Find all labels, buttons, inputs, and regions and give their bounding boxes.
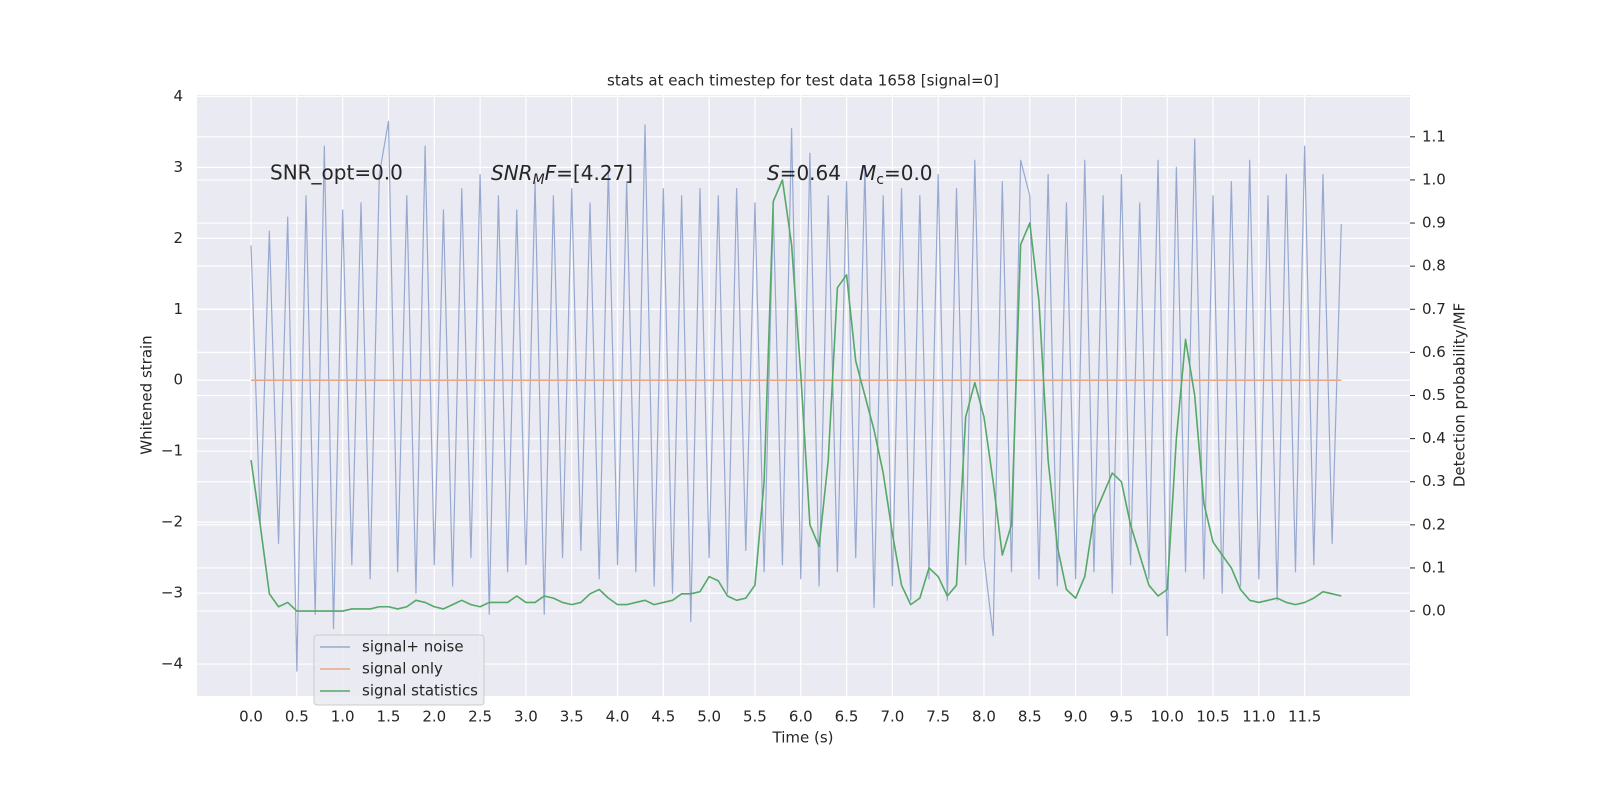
annotation-part: S [767, 161, 780, 185]
annotation-part: M [859, 161, 876, 185]
legend-label: signal statistics [362, 682, 478, 700]
annotation: Mc=0.0 [859, 161, 933, 189]
y2-tick-label: 1.1 [1422, 127, 1446, 145]
x-tick-label: 2.0 [422, 708, 446, 726]
y2-tick-label: 0.8 [1422, 257, 1446, 275]
y-tick-label: −3 [161, 584, 183, 602]
y-tick-label: 1 [173, 300, 183, 318]
y2-tick-label: 0.0 [1422, 602, 1446, 620]
x-tick-label: 0.5 [285, 708, 309, 726]
x-tick-label: 0.0 [239, 708, 263, 726]
y-tick-label: 0 [173, 371, 183, 389]
annotation: SNR_opt=0.0 [270, 161, 403, 185]
x-axis-label: Time (s) [772, 729, 834, 747]
chart-title: stats at each timestep for test data 165… [607, 72, 999, 90]
x-tick-label: 6.0 [789, 708, 813, 726]
annotation-part: =0.0 [884, 161, 933, 185]
y-tick-label: −4 [161, 655, 183, 673]
y2-tick-label: 1.0 [1422, 170, 1446, 188]
y-tick-label: −2 [161, 513, 183, 531]
x-tick-label: 5.0 [697, 708, 721, 726]
annotation: SNRMF=[4.27] [491, 161, 633, 189]
y2-tick-label: 0.2 [1422, 515, 1446, 533]
y2-tick-label: 0.9 [1422, 214, 1446, 232]
x-tick-label: 4.5 [651, 708, 675, 726]
y-tick-label: 3 [173, 158, 183, 176]
y2-tick-label: 0.3 [1422, 472, 1446, 490]
annotation-part: F [545, 161, 557, 185]
x-tick-label: 4.0 [606, 708, 630, 726]
y-tick-label: 4 [173, 87, 183, 105]
y-tick-label: 2 [173, 229, 183, 247]
y2-axis-label: Detection probability/MF [1451, 303, 1469, 487]
x-tick-label: 1.0 [331, 708, 355, 726]
x-tick-label: 11.5 [1288, 708, 1321, 726]
x-tick-label: 10.0 [1151, 708, 1184, 726]
x-tick-label: 8.0 [972, 708, 996, 726]
annotation: S=0.64 [767, 161, 841, 185]
x-tick-label: 9.5 [1109, 708, 1133, 726]
x-tick-label: 9.0 [1064, 708, 1088, 726]
x-tick-label: 10.5 [1196, 708, 1229, 726]
annotation-part: SNR [491, 161, 533, 185]
x-tick-label: 6.5 [835, 708, 859, 726]
y2-tick-label: 0.4 [1422, 429, 1446, 447]
series-line [250, 120, 1342, 672]
annotation-part: c [876, 172, 884, 188]
x-tick-label: 1.5 [377, 708, 401, 726]
y2-tick-label: 0.5 [1422, 386, 1446, 404]
y-tick-label: −1 [161, 442, 183, 460]
legend-label: signal+ noise [362, 638, 464, 656]
x-tick-label: 7.0 [880, 708, 904, 726]
x-tick-label: 3.0 [514, 708, 538, 726]
series-line [250, 179, 1342, 612]
y2-tick-label: 0.7 [1422, 300, 1446, 318]
x-tick-label: 7.5 [926, 708, 950, 726]
x-tick-label: 11.0 [1242, 708, 1275, 726]
x-tick-label: 3.5 [560, 708, 584, 726]
x-tick-label: 5.5 [743, 708, 767, 726]
legend-box [313, 634, 485, 706]
y2-tick-label: 0.1 [1422, 558, 1446, 576]
x-tick-label: 2.5 [468, 708, 492, 726]
y2-tick-label: 0.6 [1422, 343, 1446, 361]
y-axis-label: Whitened strain [138, 335, 156, 454]
legend-label: signal only [362, 660, 443, 678]
annotation-part: =[4.27] [556, 161, 633, 185]
x-tick-label: 8.5 [1018, 708, 1042, 726]
annotation-part: M [533, 172, 545, 188]
annotation-part: =0.64 [780, 161, 841, 185]
